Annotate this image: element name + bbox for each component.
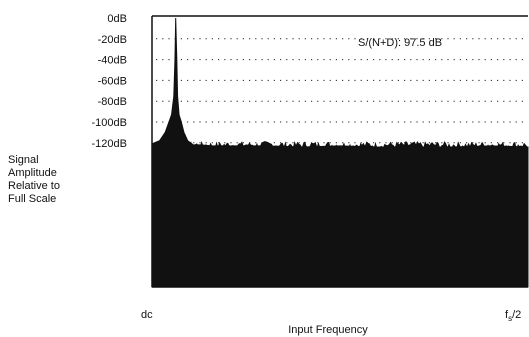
x-tick-fs2: fs/2 — [505, 309, 521, 323]
x-axis-title: Input Frequency — [288, 324, 368, 336]
y-axis-title-line-4: Full Scale — [8, 193, 56, 205]
y-axis-title: Signal Amplitude Relative to Full Scale — [8, 154, 63, 205]
y-tick-label-3: -60dB — [98, 75, 127, 87]
gridlines — [156, 38, 528, 144]
y-tick-label-1: -20dB — [98, 34, 127, 46]
sinad-annotation: S/(N+D): 97.5 dB — [358, 37, 442, 49]
y-tick-label-6: -120dB — [92, 138, 127, 150]
x-tick-dc: dc — [141, 309, 153, 321]
y-tick-label-5: -100dB — [92, 117, 127, 129]
y-axis-title-line-2: Amplitude — [8, 167, 57, 179]
plot-area — [151, 17, 529, 288]
spectrum-series — [151, 17, 529, 288]
y-tick-label-0: 0dB — [107, 13, 127, 25]
y-axis-title-line-1: Signal — [8, 154, 39, 166]
y-tick-label-2: -40dB — [98, 55, 127, 67]
y-tick-labels: 0dB -20dB -40dB -60dB -80dB -100dB -120dB — [92, 13, 127, 150]
y-tick-label-4: -80dB — [98, 96, 127, 108]
y-axis-title-line-3: Relative to — [8, 180, 60, 192]
